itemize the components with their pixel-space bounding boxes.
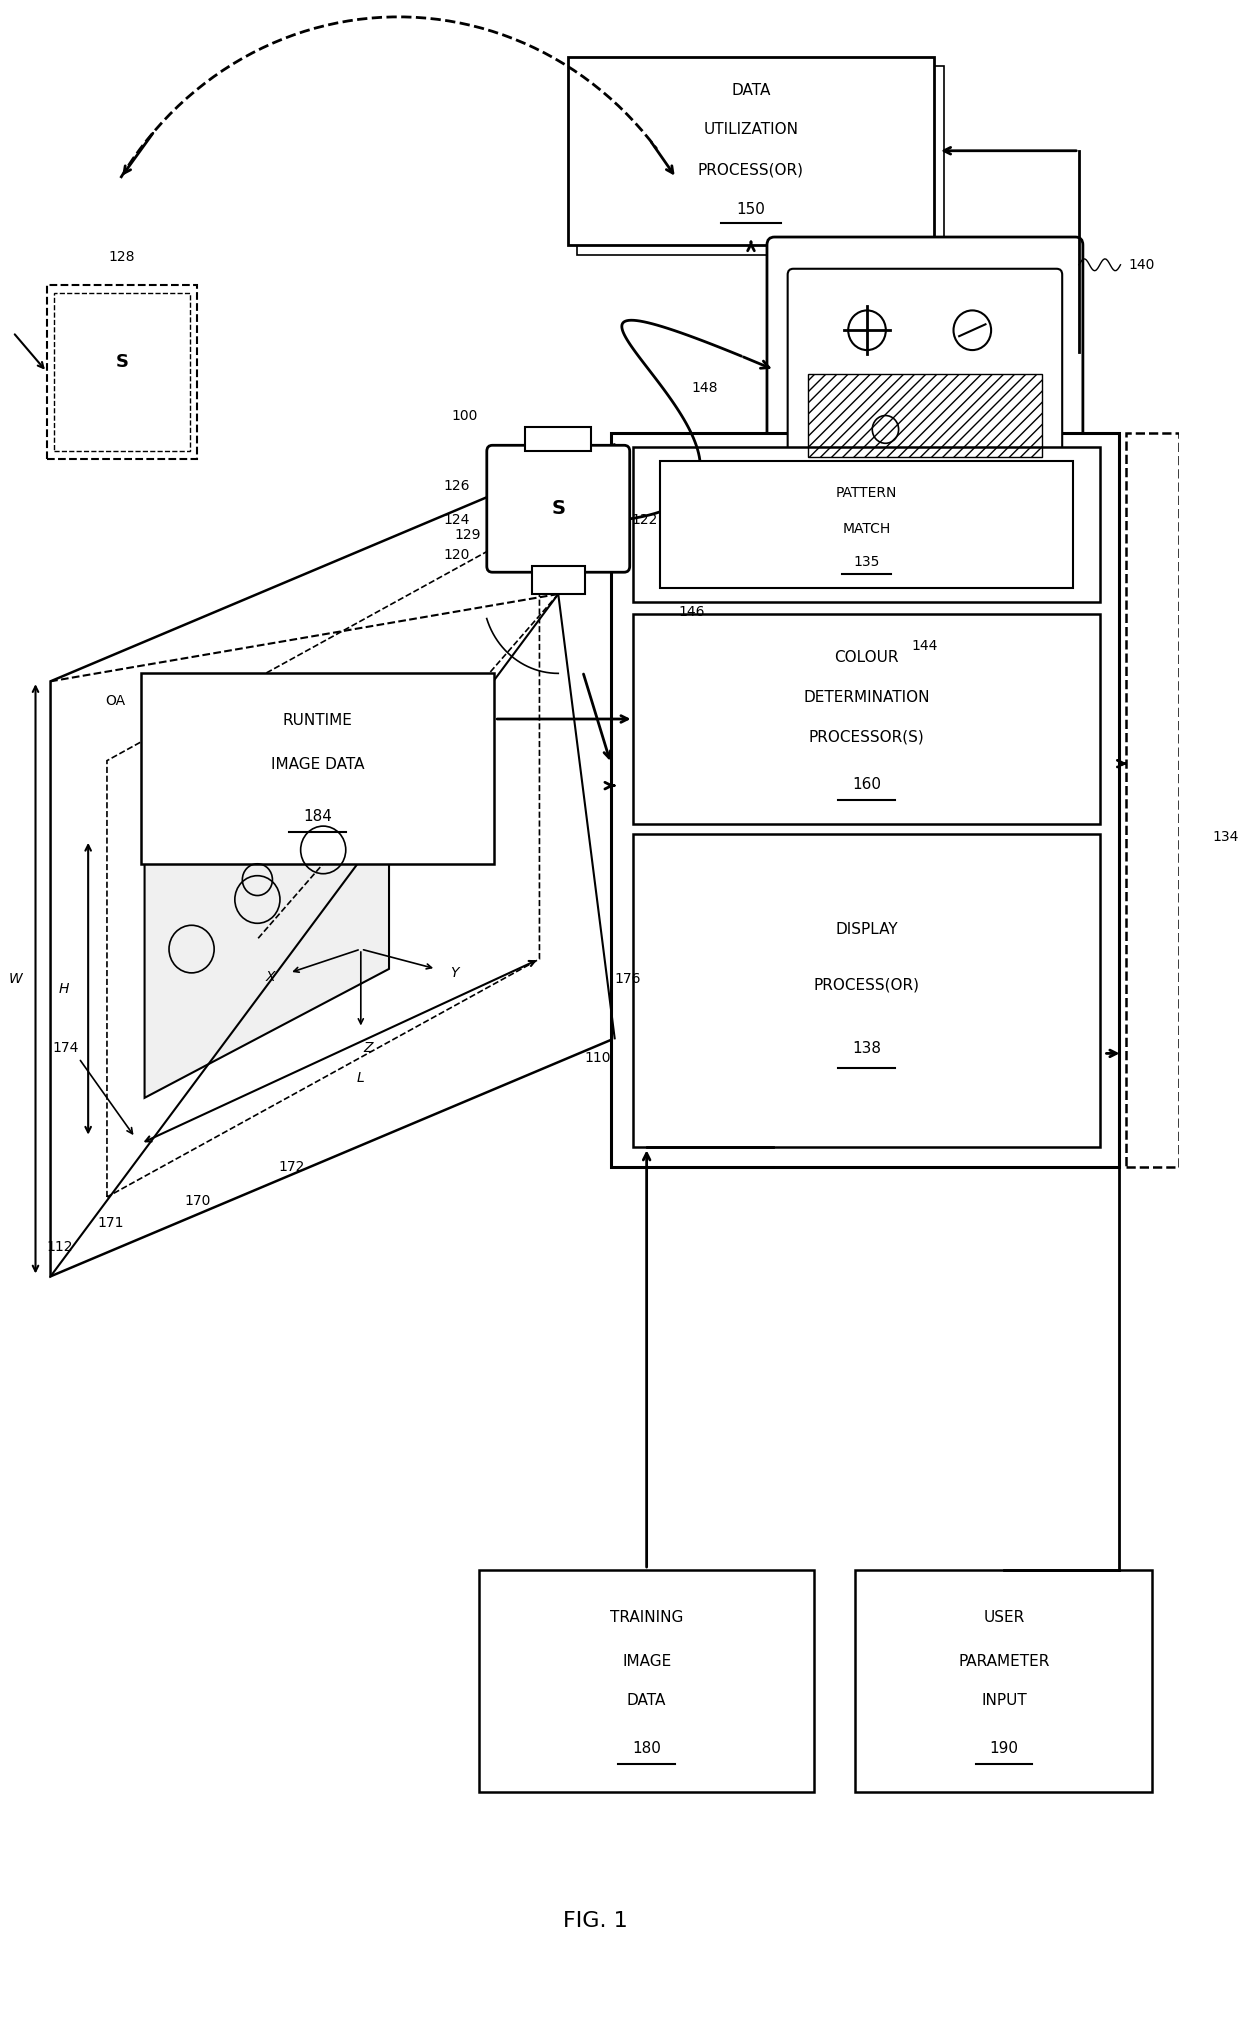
Text: 132: 132	[852, 546, 882, 562]
Text: PROCESSOR(S): PROCESSOR(S)	[808, 729, 925, 744]
Bar	[1126, 434, 1179, 1167]
Bar	[808, 375, 1042, 456]
Text: S: S	[115, 352, 129, 371]
Polygon shape	[145, 711, 389, 1098]
Text: 150: 150	[737, 202, 765, 216]
Text: UTILIZATION: UTILIZATION	[703, 122, 799, 136]
Text: 172: 172	[278, 1161, 305, 1173]
Text: X: X	[265, 970, 275, 984]
Text: PROCESS(OR): PROCESS(OR)	[813, 978, 920, 992]
Text: COLOUR: COLOUR	[835, 650, 899, 664]
Bar	[634, 833, 1100, 1147]
Text: DETERMINATION: DETERMINATION	[804, 691, 930, 705]
Text: PARAMETER: PARAMETER	[959, 1654, 1049, 1668]
Text: 140: 140	[1128, 259, 1154, 271]
Text: 126: 126	[444, 479, 470, 493]
Text: IMAGE: IMAGE	[622, 1654, 671, 1668]
Text: Z: Z	[363, 1041, 373, 1055]
Text: DISPLAY: DISPLAY	[836, 923, 898, 937]
Text: Y: Y	[450, 966, 459, 980]
Text: INPUT: INPUT	[981, 1693, 1027, 1709]
Text: 171: 171	[98, 1216, 124, 1230]
Text: 124: 124	[444, 513, 470, 528]
Text: TRAINING: TRAINING	[610, 1609, 683, 1626]
Text: W: W	[9, 972, 22, 986]
Bar	[55, 293, 190, 452]
Text: OA: OA	[105, 695, 125, 709]
Text: 190: 190	[990, 1742, 1018, 1756]
Text: 148: 148	[692, 381, 718, 395]
Text: 174: 174	[52, 1041, 79, 1055]
Bar	[47, 285, 197, 458]
Text: VISION PROCESS (OR): VISION PROCESS (OR)	[781, 462, 949, 477]
Bar	[634, 613, 1100, 825]
Bar	[568, 57, 934, 244]
Text: PROCESS(OR): PROCESS(OR)	[698, 163, 804, 177]
Bar	[634, 448, 1100, 603]
Text: S: S	[552, 499, 565, 517]
Bar	[141, 674, 495, 864]
Text: 176: 176	[615, 972, 641, 986]
Text: 100: 100	[451, 409, 477, 422]
Text: FIG. 1: FIG. 1	[563, 1911, 629, 1931]
Text: 180: 180	[632, 1742, 661, 1756]
Text: 120: 120	[444, 548, 470, 562]
Text: PATTERN: PATTERN	[836, 487, 898, 499]
Text: 170: 170	[184, 1194, 211, 1208]
Bar	[790, 487, 1060, 587]
Text: RUNTIME: RUNTIME	[283, 713, 352, 729]
Text: 122: 122	[631, 513, 658, 528]
Text: 130: 130	[851, 501, 879, 515]
Text: 112: 112	[47, 1241, 73, 1253]
Bar	[480, 1571, 813, 1793]
Text: 138: 138	[852, 1041, 882, 1055]
Text: 146: 146	[678, 605, 706, 619]
Text: IMAGE DATA: IMAGE DATA	[270, 758, 365, 772]
Text: 184: 184	[303, 809, 332, 823]
Text: 110: 110	[584, 1051, 611, 1065]
Text: VISION TOOLS: VISION TOOLS	[812, 491, 921, 507]
FancyBboxPatch shape	[487, 446, 630, 572]
Text: 160: 160	[852, 776, 882, 792]
Text: DATA: DATA	[627, 1693, 666, 1709]
Text: H: H	[60, 982, 69, 996]
Bar	[856, 1571, 1152, 1793]
Text: USER: USER	[983, 1609, 1024, 1626]
Text: L: L	[357, 1071, 365, 1086]
Text: 128: 128	[109, 251, 135, 265]
Bar	[577, 67, 944, 255]
FancyBboxPatch shape	[768, 236, 1083, 609]
Bar	[611, 434, 1118, 1167]
Bar	[660, 460, 1074, 589]
Text: 129: 129	[455, 528, 481, 542]
Text: 135: 135	[853, 556, 880, 568]
Text: 134: 134	[1213, 829, 1239, 843]
Ellipse shape	[714, 532, 751, 593]
Text: MATCH: MATCH	[842, 521, 890, 536]
FancyBboxPatch shape	[787, 269, 1063, 479]
Bar	[526, 428, 591, 452]
Text: DATA: DATA	[732, 84, 771, 98]
Bar	[532, 566, 584, 595]
Text: 144: 144	[911, 640, 939, 652]
